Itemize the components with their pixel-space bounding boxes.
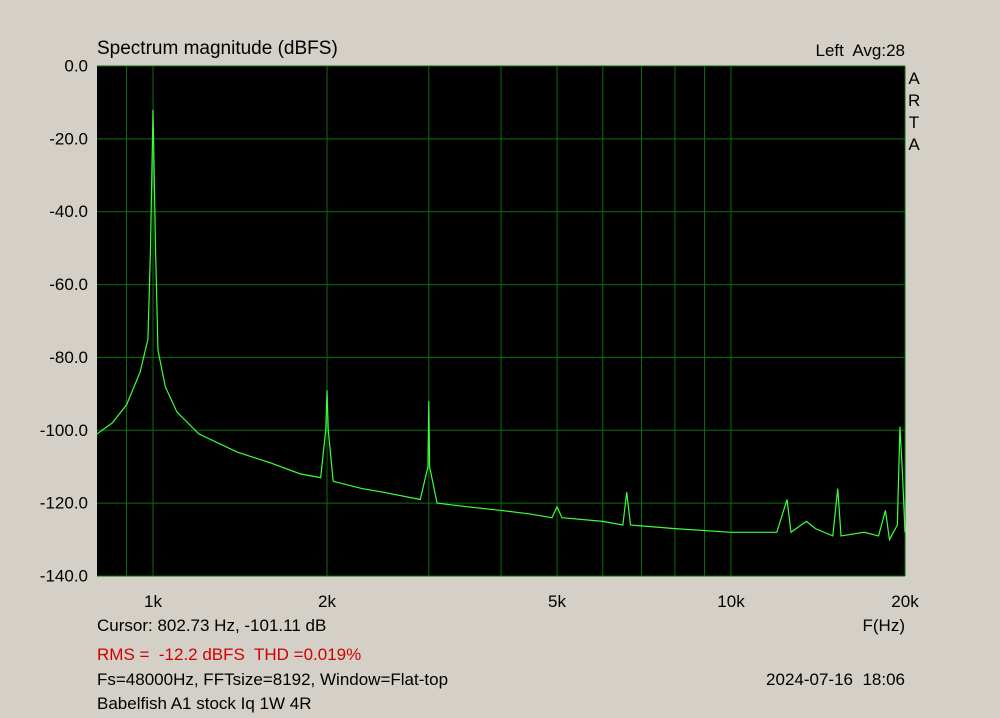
y-tick-label: 0.0 (64, 57, 88, 76)
x-tick-label: 5k (548, 592, 566, 611)
timestamp: 2024-07-16 18:06 (766, 670, 905, 689)
y-tick-label: -100.0 (40, 421, 88, 440)
caption: Babelfish A1 stock Iq 1W 4R (97, 694, 312, 713)
grid (97, 65, 906, 577)
y-tick-label: -20.0 (49, 129, 88, 148)
marks (96, 109, 906, 542)
y-tick-label: -140.0 (40, 567, 88, 586)
x-tick-label: 10k (717, 592, 745, 611)
channel-info: Left Avg:28 (816, 41, 905, 60)
y-tick-label: -40.0 (49, 202, 88, 221)
cursor-readout: Cursor: 802.73 Hz, -101.11 dB (97, 616, 326, 635)
x-axis-label: F(Hz) (863, 616, 905, 635)
y-tick-label: -120.0 (40, 494, 88, 513)
summary: RMS = -12.2 dBFS THD =0.019% (97, 645, 361, 664)
x-tick-label: 20k (891, 592, 919, 611)
settings: Fs=48000Hz, FFTsize=8192, Window=Flat-to… (97, 670, 448, 689)
spectrum-line (96, 109, 906, 542)
y-tick-label: -60.0 (49, 275, 88, 294)
watermark: ARTA (908, 69, 921, 154)
y-tick-label: -80.0 (49, 348, 88, 367)
x-tick-label: 1k (144, 592, 162, 611)
chart-title: Spectrum magnitude (dBFS) (97, 38, 338, 59)
x-tick-label: 2k (318, 592, 336, 611)
